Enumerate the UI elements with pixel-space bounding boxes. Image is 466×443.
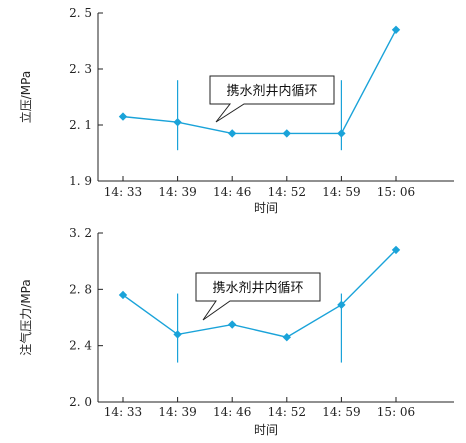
x-tick-label: 14: 59: [322, 405, 360, 419]
y-tick-label: 2. 8: [69, 282, 92, 296]
chart-1: 1. 9 2. 1 2. 3 2. 5 14: 33 14: 39 14: 46 14: 52…: [18, 6, 454, 215]
y-tick-label: 1. 9: [69, 174, 92, 188]
x-tick-label: 14: 33: [104, 185, 142, 199]
y-tick-label: 2. 3: [69, 62, 92, 76]
x-tick-label: 14: 39: [158, 185, 196, 199]
y-tick-label: 2. 0: [69, 395, 92, 409]
annotation-callout: [195, 272, 321, 321]
data-point: [173, 118, 182, 127]
x-tick-label: 14: 33: [104, 405, 142, 419]
y-tick-label: 2. 5: [69, 6, 92, 20]
x-axis-title: 时间: [254, 423, 278, 437]
data-point: [391, 25, 401, 34]
series-line: [122, 249, 397, 338]
data-point: [337, 129, 346, 138]
data-point: [173, 330, 182, 339]
data-point: [118, 112, 128, 121]
x-tick-label: 14: 39: [158, 405, 196, 419]
annotation-text: 携水剂井内循环: [212, 280, 303, 296]
x-tick-label: 14: 59: [322, 185, 360, 199]
x-tick-label: 14: 46: [213, 405, 251, 419]
data-point: [118, 290, 128, 300]
y-tick-label: 2. 1: [69, 118, 92, 132]
data-point: [228, 320, 237, 329]
x-axis-title: 时间: [254, 201, 278, 215]
x-tick-label: 14: 52: [268, 185, 306, 199]
data-point: [391, 245, 401, 255]
data-point: [337, 300, 346, 310]
annotation-text: 携水剂井内循环: [226, 83, 317, 99]
data-point: [282, 333, 291, 342]
y-axis-title: 注气压力/MPa: [18, 279, 33, 355]
x-tick-label: 14: 52: [268, 405, 306, 419]
data-point: [228, 129, 237, 138]
series-line: [122, 29, 397, 135]
x-tick-label: 14: 46: [213, 185, 251, 199]
y-tick-label: 2. 4: [69, 339, 92, 353]
y-tick-label: 3. 2: [69, 226, 92, 240]
x-tick-label: 15: 06: [377, 405, 415, 419]
y-axis-title: 立压/MPa: [18, 71, 33, 123]
annotation-callout: [209, 75, 335, 123]
data-point: [282, 129, 291, 138]
x-tick-label: 15: 06: [377, 185, 415, 199]
chart-2: 2. 0 2. 4 2. 8 3. 2 14: 33 14: 39 14: 46 14: 52…: [18, 226, 454, 437]
